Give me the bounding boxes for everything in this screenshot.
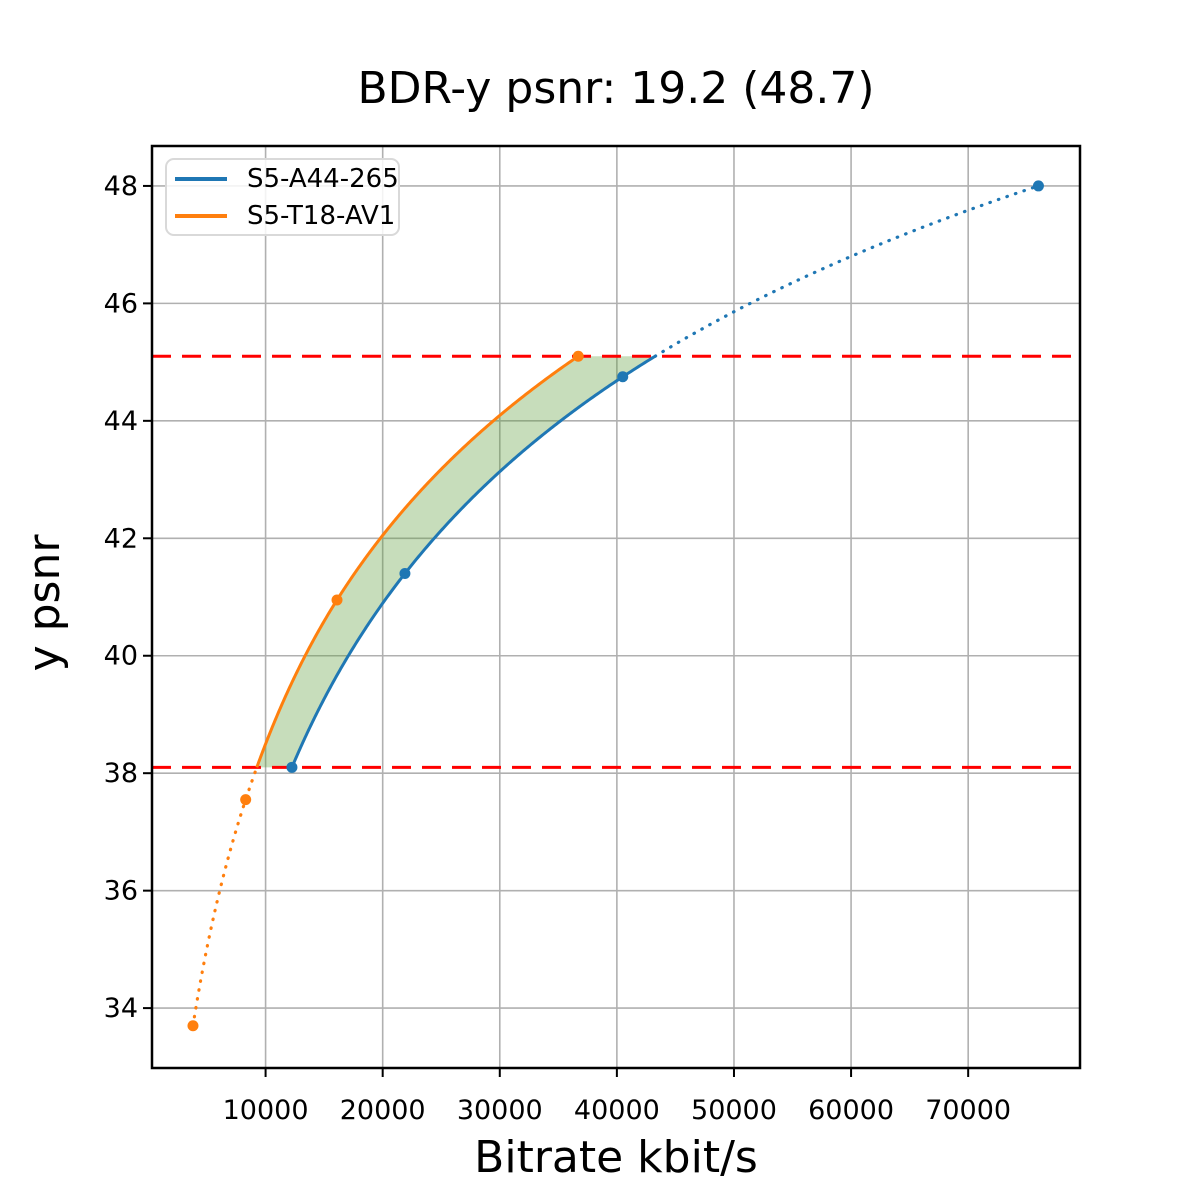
x-tick-label: 30000 [457,1095,543,1126]
y-tick-label: 34 [104,993,138,1024]
series-line-s5-a44-265 [290,184,1041,768]
y-tick-label: 46 [104,288,138,319]
y-tick-label: 42 [104,523,138,554]
series-line-s5-t18-av1 [191,355,580,1028]
tick-labels: 10000 20000 30000 40000 50000 60000 70000 34 36 3… [104,171,1011,1126]
x-tick-label: 10000 [223,1095,309,1126]
y-tick-label: 44 [104,406,138,437]
grid-lines [152,146,1080,1068]
x-tick-label: 20000 [340,1095,426,1126]
x-tick-label: 70000 [925,1095,1011,1126]
y-tick-label: 40 [104,641,138,672]
y-tick-label: 38 [104,758,138,789]
data-point-markers-s5-a44-265 [286,180,1044,773]
x-tick-label: 50000 [691,1095,777,1126]
x-tick-label: 60000 [808,1095,894,1126]
y-tick-label: 36 [104,876,138,907]
data-point-markers-s5-t18-av1 [187,350,584,1032]
tick-marks [143,184,970,1077]
bd-overlap-shaded-region [256,356,656,768]
overlap-bound-lines [152,354,1080,769]
y-tick-label: 48 [104,171,138,202]
axes-spines [150,144,1082,1070]
x-tick-label: 40000 [574,1095,660,1126]
